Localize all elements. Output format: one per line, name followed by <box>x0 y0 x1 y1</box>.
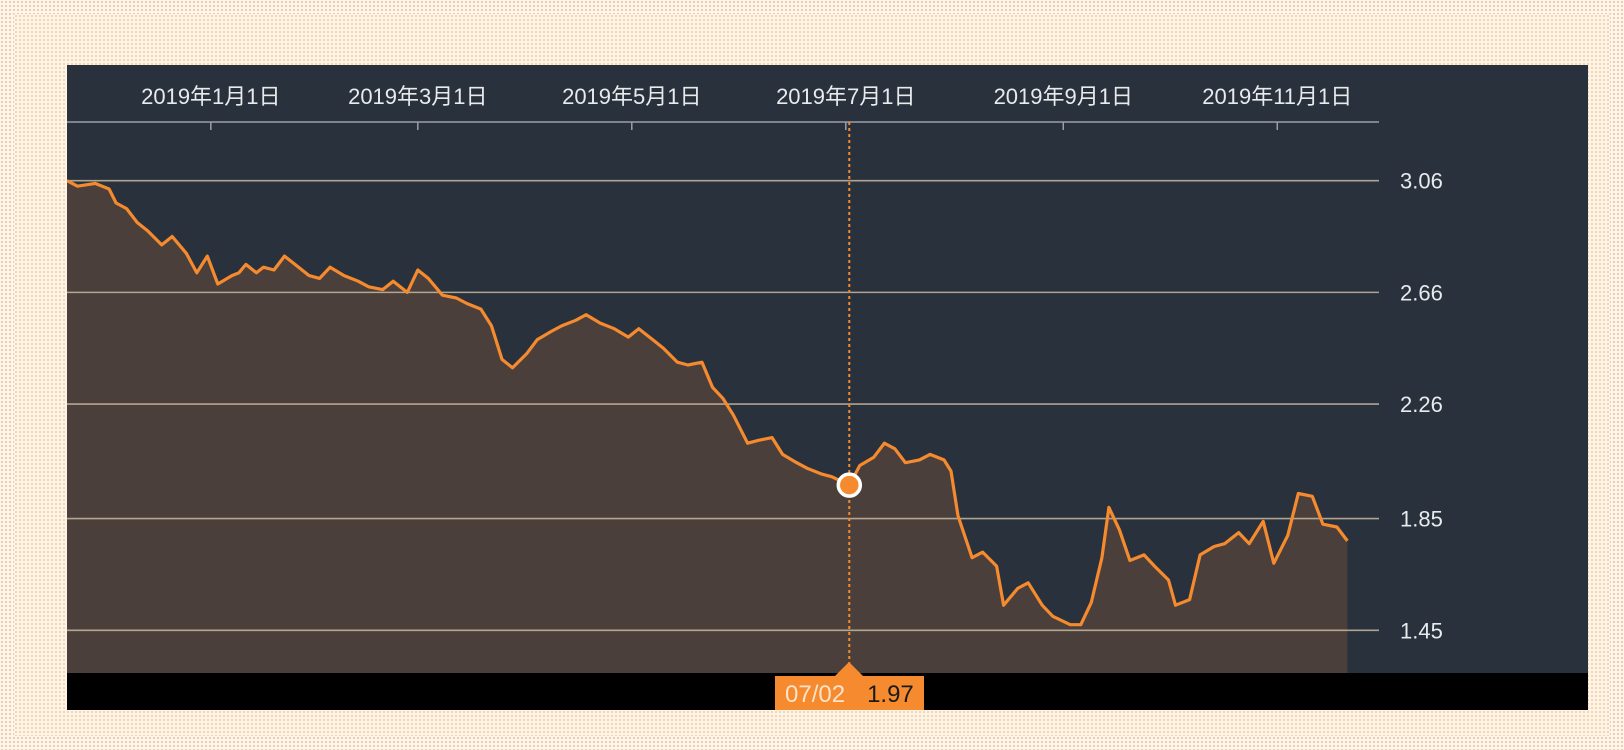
highlight-point <box>836 472 863 498</box>
tooltip-value: 1.97 <box>867 680 914 708</box>
tooltip-pointer <box>835 662 863 676</box>
x-tick-label: 2019年9月1日 <box>994 84 1133 109</box>
x-tick-label: 2019年3月1日 <box>348 84 487 109</box>
x-tick-label: 2019年1月1日 <box>141 84 280 109</box>
x-tick-label: 2019年7月1日 <box>776 84 915 109</box>
y-tick-label: 2.26 <box>1400 392 1443 417</box>
x-tick-label: 2019年11月1日 <box>1202 84 1352 109</box>
x-tick-label: 2019年5月1日 <box>562 84 701 109</box>
y-tick-label: 1.45 <box>1400 618 1443 643</box>
hover-tooltip: 07/02 1.97 <box>775 676 924 710</box>
chart-frame: 3.06 2.66 2.26 1.85 1.45 2019年1月1日 2019年3月1日 20… <box>14 14 1610 736</box>
y-tick-label: 1.85 <box>1400 507 1443 532</box>
chart-panel: 3.06 2.66 2.26 1.85 1.45 2019年1月1日 2019年3月1日 20… <box>67 65 1588 710</box>
series-line <box>67 179 1349 627</box>
series-area <box>67 180 1348 675</box>
tooltip-date: 07/02 <box>785 680 846 708</box>
y-tick-label: 3.06 <box>1400 169 1443 194</box>
y-tick-label: 2.66 <box>1400 280 1443 305</box>
line-chart[interactable]: 3.06 2.66 2.26 1.85 1.45 2019年1月1日 2019年3月1日 20… <box>67 65 1588 710</box>
